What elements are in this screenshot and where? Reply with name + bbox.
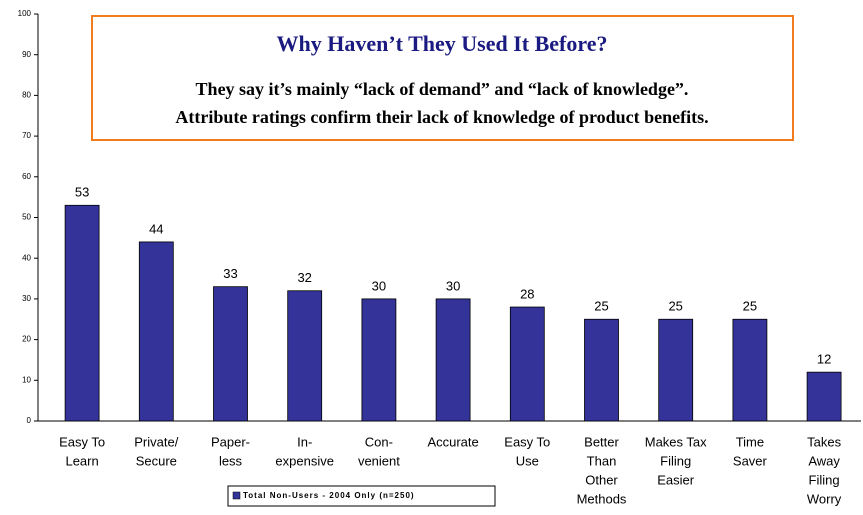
bar [658, 318, 694, 422]
x-tick-label: Easy To [504, 434, 550, 449]
x-tick-label: Use [516, 453, 539, 468]
x-tick-label: Saver [733, 453, 768, 468]
value-label: 30 [446, 278, 460, 293]
x-tick-label: Learn [65, 453, 98, 468]
y-tick-label: 60 [22, 172, 31, 181]
y-tick-label: 10 [22, 375, 31, 384]
x-tick-label: Private/ [134, 434, 178, 449]
y-tick-label: 70 [22, 131, 31, 140]
y-tick-label: 50 [22, 213, 31, 222]
x-tick-label: Worry [807, 491, 842, 506]
y-tick-label: 0 [27, 416, 32, 425]
y-tick-label: 100 [18, 9, 32, 18]
bar [732, 318, 768, 422]
title-box [91, 15, 794, 141]
value-label: 28 [520, 286, 534, 301]
x-tick-label: Than [587, 453, 617, 468]
x-tick-label: Easy To [59, 434, 105, 449]
bar [584, 318, 619, 422]
subtitle: Attribute ratings confirm their lack of … [175, 107, 708, 127]
bar [213, 286, 248, 422]
y-tick-label: 80 [22, 91, 31, 100]
x-tick-label: Away [808, 453, 840, 468]
x-tick-label: venient [358, 453, 400, 468]
bar [287, 290, 323, 422]
x-tick-label: Accurate [427, 434, 478, 449]
value-label: 12 [817, 352, 831, 367]
x-tick-label: less [219, 453, 243, 468]
y-tick-label: 90 [22, 50, 31, 59]
x-tick-label: Time [736, 434, 764, 449]
legend-swatch [232, 491, 241, 500]
bar [509, 306, 545, 422]
x-tick-label: Methods [577, 491, 627, 506]
x-tick-label: In- [297, 434, 312, 449]
x-tick-label: Con- [365, 434, 393, 449]
y-tick-label: 30 [22, 294, 31, 303]
value-label: 32 [297, 270, 311, 285]
x-tick-label: Better [584, 434, 619, 449]
x-tick-label: Other [585, 472, 618, 487]
value-label: 33 [223, 266, 237, 281]
bar [361, 298, 397, 422]
x-tick-label: Filing [660, 453, 691, 468]
y-tick-label: 40 [22, 253, 31, 262]
y-tick-label: 20 [22, 335, 31, 344]
value-label: 25 [743, 299, 757, 314]
x-tick-label: Secure [136, 453, 177, 468]
value-label: 25 [668, 299, 682, 314]
bar [138, 241, 174, 422]
bar [435, 298, 471, 422]
value-label: 44 [149, 221, 163, 236]
x-tick-label: Easier [657, 472, 695, 487]
chart-title: Why Haven’t They Used It Before? [276, 31, 607, 56]
value-label: 53 [75, 185, 89, 200]
bar [64, 204, 100, 422]
x-tick-label: Filing [809, 472, 840, 487]
legend [227, 485, 496, 507]
value-label: 25 [594, 299, 608, 314]
x-tick-label: Takes [807, 434, 841, 449]
x-tick-label: Makes Tax [645, 434, 707, 449]
legend-label: Total Non-Users - 2004 Only (n=250) [243, 491, 415, 500]
value-label: 30 [372, 278, 386, 293]
x-tick-label: Paper- [211, 434, 250, 449]
bar [806, 371, 842, 422]
subtitle: They say it’s mainly “lack of demand” an… [196, 79, 689, 99]
x-tick-label: expensive [275, 453, 334, 468]
